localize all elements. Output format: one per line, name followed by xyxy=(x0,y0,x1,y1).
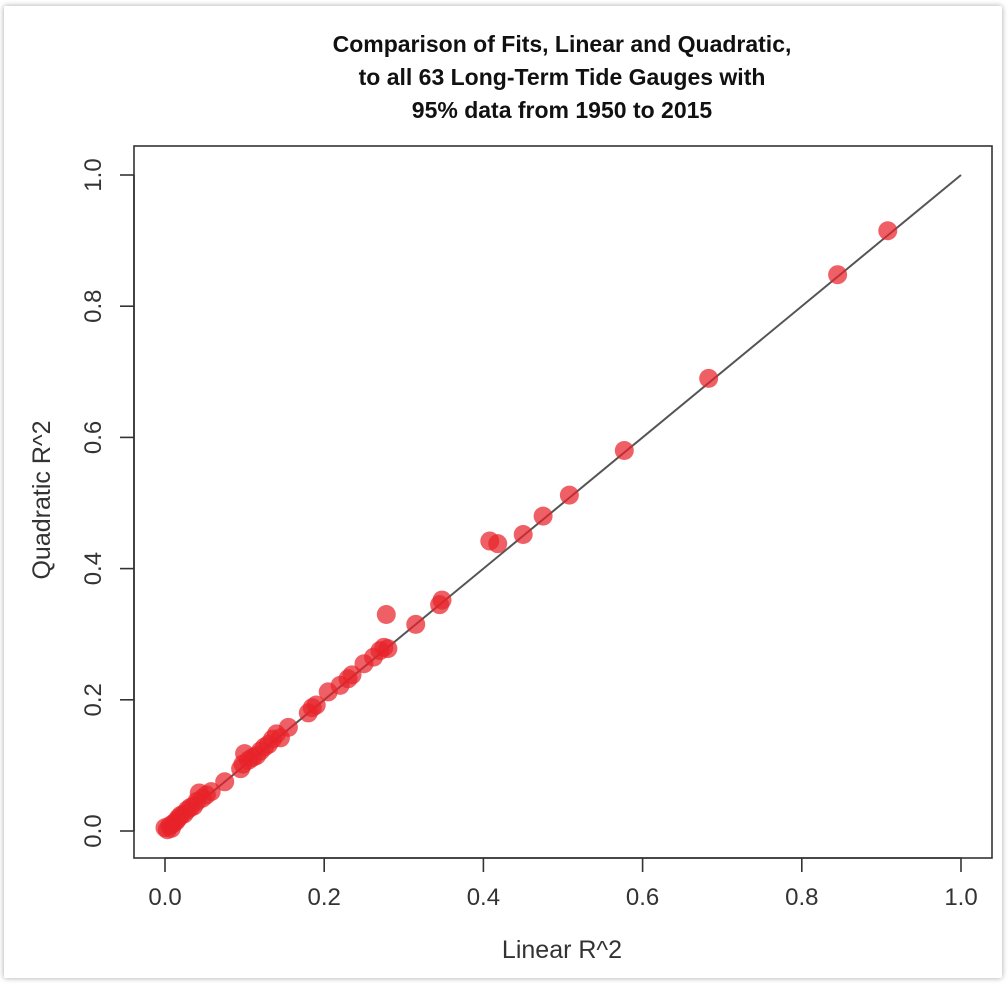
data-point xyxy=(201,782,221,802)
data-point xyxy=(378,639,398,659)
y-axis-label: Quadratic R^2 xyxy=(28,420,56,579)
y-tick-label: 1.0 xyxy=(80,158,107,191)
x-tick-label: 0.4 xyxy=(467,884,500,911)
x-tick-label: 0.2 xyxy=(308,884,341,911)
data-point xyxy=(306,695,326,715)
data-point xyxy=(513,524,533,544)
reference-line xyxy=(164,174,962,832)
data-point xyxy=(376,605,396,625)
x-axis: 0.0 0.2 0.4 0.6 0.8 1.0 xyxy=(148,857,978,911)
x-axis-label: Linear R^2 xyxy=(502,936,622,964)
chart-title-line-3: 95% data from 1950 to 2015 xyxy=(412,97,713,123)
chart-title: Comparison of Fits, Linear and Quadratic… xyxy=(333,31,792,123)
y-tick-label: 0.0 xyxy=(80,814,107,847)
data-point xyxy=(488,534,508,554)
data-point xyxy=(828,265,848,285)
data-point xyxy=(559,485,579,505)
reference-line-group xyxy=(164,174,962,832)
y-tick-label: 0.6 xyxy=(80,421,107,454)
data-point xyxy=(699,368,719,388)
x-tick-label: 1.0 xyxy=(944,884,977,911)
chart-title-line-2: to all 63 Long-Term Tide Gauges with xyxy=(359,64,766,90)
data-points-group xyxy=(155,221,898,840)
data-point xyxy=(342,665,362,685)
chart-title-line-1: Comparison of Fits, Linear and Quadratic… xyxy=(333,31,792,57)
x-tick-label: 0.6 xyxy=(626,884,659,911)
data-point xyxy=(614,441,634,461)
data-point xyxy=(406,614,426,634)
data-point xyxy=(215,772,235,792)
y-axis: 0.0 0.2 0.4 0.6 0.8 1.0 xyxy=(80,158,135,848)
y-tick-label: 0.2 xyxy=(80,683,107,716)
y-tick-label: 0.4 xyxy=(80,552,107,585)
data-point xyxy=(432,590,452,610)
data-point xyxy=(878,221,898,241)
x-tick-label: 0.8 xyxy=(785,884,818,911)
data-point xyxy=(533,506,553,526)
x-tick-label: 0.0 xyxy=(148,884,181,911)
y-tick-label: 0.8 xyxy=(80,290,107,323)
data-point xyxy=(278,717,298,737)
